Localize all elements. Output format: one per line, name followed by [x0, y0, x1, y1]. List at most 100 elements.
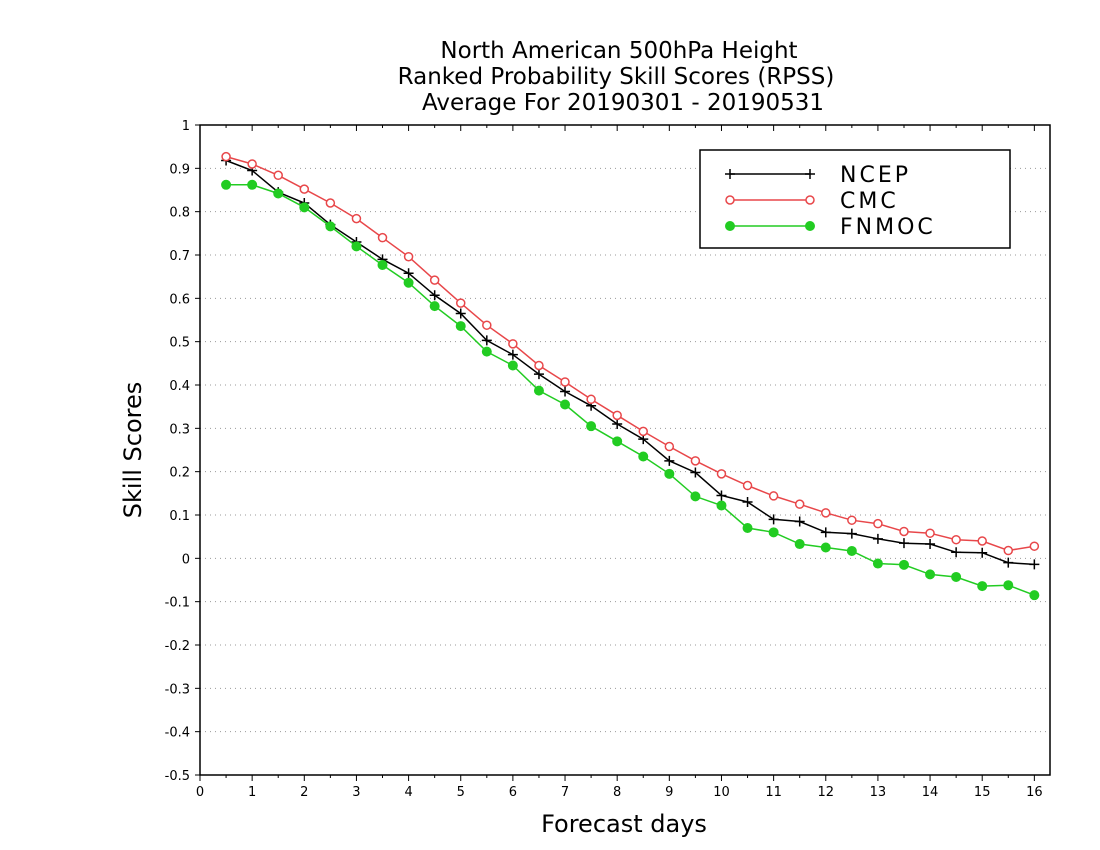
point-cmc: [508, 339, 518, 349]
series-cmc: [221, 151, 1040, 556]
point-fnmoc: [820, 542, 831, 553]
y-tick-label: 0.4: [169, 379, 190, 394]
point-fnmoc: [429, 301, 440, 312]
point-fnmoc: [951, 571, 962, 582]
x-tick-label: 11: [765, 785, 782, 800]
point-cmc: [725, 195, 735, 205]
point-fnmoc: [898, 559, 909, 570]
point-ncep: [403, 268, 414, 279]
x-tick-label: 12: [817, 785, 834, 800]
point-fnmoc: [846, 545, 857, 556]
point-fnmoc: [977, 581, 988, 592]
point-fnmoc: [805, 221, 815, 231]
point-fnmoc: [612, 436, 623, 447]
point-fnmoc: [377, 259, 388, 270]
point-ncep: [725, 169, 735, 179]
point-cmc: [716, 469, 727, 479]
point-cmc: [925, 528, 935, 538]
point-cmc: [899, 526, 909, 537]
y-tick-label: -0.1: [165, 596, 190, 611]
point-cmc: [768, 491, 779, 501]
x-tick-label: 2: [300, 785, 308, 800]
y-tick-label: 0.8: [169, 206, 190, 221]
y-tick-label: 0.5: [169, 336, 190, 351]
point-fnmoc: [299, 202, 310, 213]
point-ncep: [794, 516, 805, 527]
legend-label-ncep: NCEP: [840, 163, 911, 188]
point-fnmoc: [586, 421, 597, 432]
y-tick-label: -0.2: [165, 639, 190, 654]
x-tick-label: 14: [922, 785, 939, 800]
gridlines: [200, 167, 1050, 733]
legend-item-fnmoc: FNMOC: [725, 215, 933, 240]
x-tick-label: 7: [561, 785, 569, 800]
point-fnmoc: [455, 321, 466, 332]
x-tick-label: 1: [248, 785, 256, 800]
point-cmc: [805, 195, 815, 205]
point-fnmoc: [725, 221, 735, 231]
point-fnmoc: [925, 569, 936, 580]
point-ncep: [872, 533, 883, 544]
point-ncep: [1003, 557, 1014, 568]
point-ncep: [560, 386, 571, 397]
point-ncep: [429, 290, 440, 301]
point-cmc: [377, 232, 388, 243]
point-cmc: [455, 298, 466, 308]
y-tick-label: -0.3: [165, 682, 190, 697]
point-cmc: [429, 275, 440, 285]
point-fnmoc: [1003, 580, 1014, 591]
x-tick-label: 8: [613, 785, 621, 800]
point-cmc: [821, 508, 831, 518]
point-fnmoc: [794, 539, 805, 550]
point-ncep: [1029, 559, 1040, 570]
chart-title-line-2: Ranked Probability Skill Scores (RPSS): [398, 64, 835, 90]
point-cmc: [847, 515, 857, 525]
point-ncep: [742, 497, 753, 507]
series-layer: [221, 151, 1040, 601]
point-ncep: [612, 419, 623, 429]
y-tick-label: 0.3: [169, 422, 190, 437]
point-fnmoc: [560, 399, 571, 410]
point-fnmoc: [690, 491, 701, 502]
plot-frame: [199, 124, 1051, 776]
point-ncep: [898, 538, 909, 549]
chart-title-line-3: Average For 20190301 - 20190531: [422, 90, 824, 116]
point-ncep: [690, 467, 701, 478]
point-ncep: [977, 547, 988, 558]
point-fnmoc: [481, 346, 492, 357]
y-tick-label: -0.5: [165, 769, 190, 784]
y-tick-label: 1: [182, 119, 190, 134]
point-cmc: [299, 184, 310, 194]
y-tick-label: 0.1: [169, 509, 190, 524]
point-cmc: [351, 213, 362, 224]
point-ncep: [716, 490, 727, 501]
point-fnmoc: [351, 241, 362, 252]
legend-item-ncep: NCEP: [725, 163, 911, 188]
point-cmc: [742, 480, 753, 491]
legend-item-cmc: CMC: [725, 189, 896, 214]
point-ncep: [664, 455, 675, 466]
legend-box: [699, 149, 1011, 249]
point-ncep: [533, 369, 544, 380]
point-cmc: [664, 441, 675, 452]
y-tick-label: 0.7: [169, 249, 190, 264]
point-ncep: [768, 514, 779, 525]
point-fnmoc: [247, 179, 258, 190]
point-fnmoc: [872, 558, 883, 569]
point-fnmoc: [221, 179, 232, 190]
point-cmc: [586, 394, 596, 405]
point-cmc: [534, 360, 544, 371]
point-cmc: [325, 198, 336, 208]
point-fnmoc: [325, 221, 336, 232]
point-fnmoc: [768, 527, 779, 538]
y-tick-label: -0.4: [165, 726, 190, 741]
point-ncep: [925, 539, 936, 550]
point-ncep: [951, 547, 962, 558]
x-tick-label: 0: [196, 785, 204, 800]
point-ncep: [846, 528, 857, 539]
point-cmc: [403, 251, 414, 262]
point-ncep: [507, 349, 518, 360]
point-fnmoc: [1029, 590, 1040, 601]
point-cmc: [951, 534, 961, 545]
